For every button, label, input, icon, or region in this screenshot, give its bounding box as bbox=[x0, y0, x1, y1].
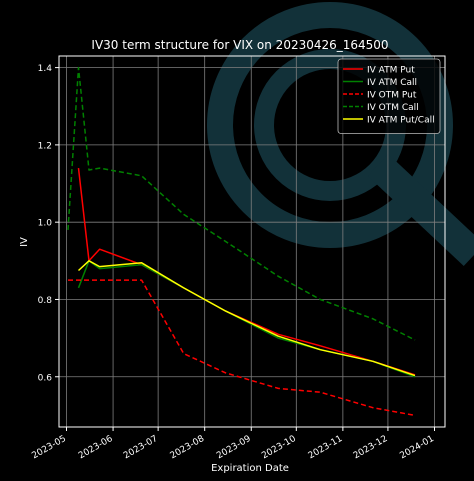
legend-box bbox=[337, 58, 441, 134]
y-tick-label: 0.6 bbox=[38, 373, 53, 383]
series-line-iv-otm-call bbox=[67, 66, 416, 341]
chart-title: IV30 term structure for VIX on 20230426_… bbox=[91, 38, 388, 52]
y-tick-label: 0.8 bbox=[38, 296, 53, 306]
legend-label: IV OTM Call bbox=[367, 103, 419, 113]
legend-label: IV OTM Put bbox=[367, 91, 417, 101]
x-axis-label: Expiration Date bbox=[211, 463, 289, 474]
y-tick-label: 1.2 bbox=[38, 141, 52, 151]
y-tick-label: 1.4 bbox=[38, 64, 53, 74]
watermark-tail bbox=[367, 154, 474, 266]
series-line-iv-otm-put bbox=[68, 279, 416, 417]
legend-label: IV ATM Call bbox=[367, 78, 417, 88]
series-line-iv-atm-put-call bbox=[77, 260, 416, 377]
y-axis-label: IV bbox=[19, 237, 30, 247]
legend-label: IV ATM Put/Call bbox=[367, 116, 435, 126]
y-axis-ticks: 0.6 0.8 1.0 1.2 1.4 bbox=[38, 64, 59, 383]
legend-label: IV ATM Put bbox=[367, 66, 415, 76]
legend: IV ATM Put IV ATM Call IV OTM Put IV OTM Ca… bbox=[337, 58, 441, 134]
series-layer bbox=[67, 66, 416, 417]
y-tick-label: 1.0 bbox=[38, 219, 53, 229]
axes-frame bbox=[58, 55, 446, 428]
